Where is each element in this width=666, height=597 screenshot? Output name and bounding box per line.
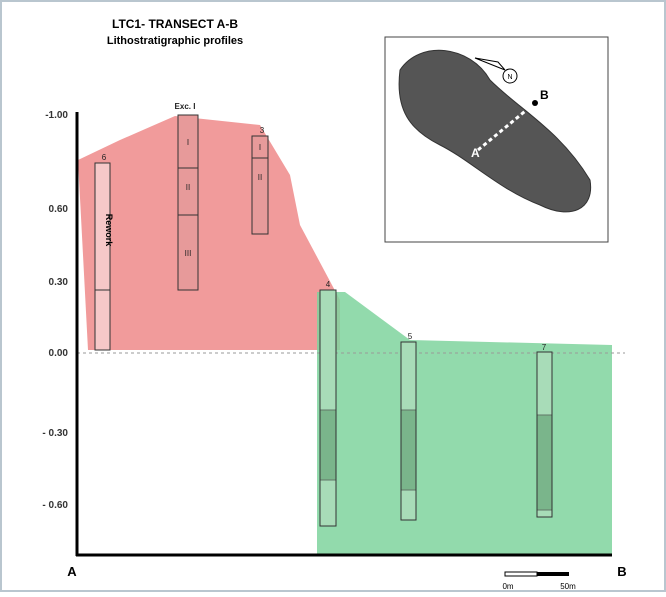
scale-end: 50m xyxy=(560,582,576,591)
profile-label: 4 xyxy=(326,280,331,289)
unit-label: I xyxy=(187,138,189,147)
point-a: A xyxy=(67,564,77,579)
hatched-unit xyxy=(320,410,336,480)
profile-label: Exc. I xyxy=(175,102,196,111)
hatched-unit xyxy=(537,415,552,510)
column xyxy=(95,163,110,350)
column xyxy=(320,290,336,526)
subtitle: Lithostratigraphic profiles xyxy=(107,35,243,47)
unit-label: II xyxy=(186,183,190,192)
profile-label: 7 xyxy=(542,343,547,352)
tick-label: 0.60 xyxy=(49,204,69,215)
scale-bar xyxy=(537,572,569,576)
profile-label: 6 xyxy=(102,153,107,162)
profile-label: 5 xyxy=(408,332,413,341)
scale-bar xyxy=(505,572,537,576)
tick-label: -1.00 xyxy=(45,110,68,121)
tick-label: - 0.30 xyxy=(42,428,68,439)
title: LTC1- TRANSECT A-B xyxy=(112,17,238,31)
marker xyxy=(532,100,538,106)
tick-label: - 0.60 xyxy=(42,500,68,511)
tick-label: 0.30 xyxy=(49,277,69,288)
profile-label: 3 xyxy=(260,126,265,135)
point-b: B xyxy=(617,564,626,579)
diagram: LTC1- TRANSECT A-B Lithostratigraphic pr… xyxy=(0,0,666,592)
unit-label: III xyxy=(185,249,192,258)
tick-label: 0.00 xyxy=(49,348,69,359)
inset-b: B xyxy=(540,88,549,102)
inset-a: A xyxy=(471,146,480,160)
north-label: N xyxy=(507,74,512,81)
unit-label: I xyxy=(259,143,261,152)
unit-label: II xyxy=(258,173,262,182)
scale-start: 0m xyxy=(502,582,513,591)
unit-label: Rework xyxy=(104,214,114,248)
hatched-unit xyxy=(401,410,416,490)
